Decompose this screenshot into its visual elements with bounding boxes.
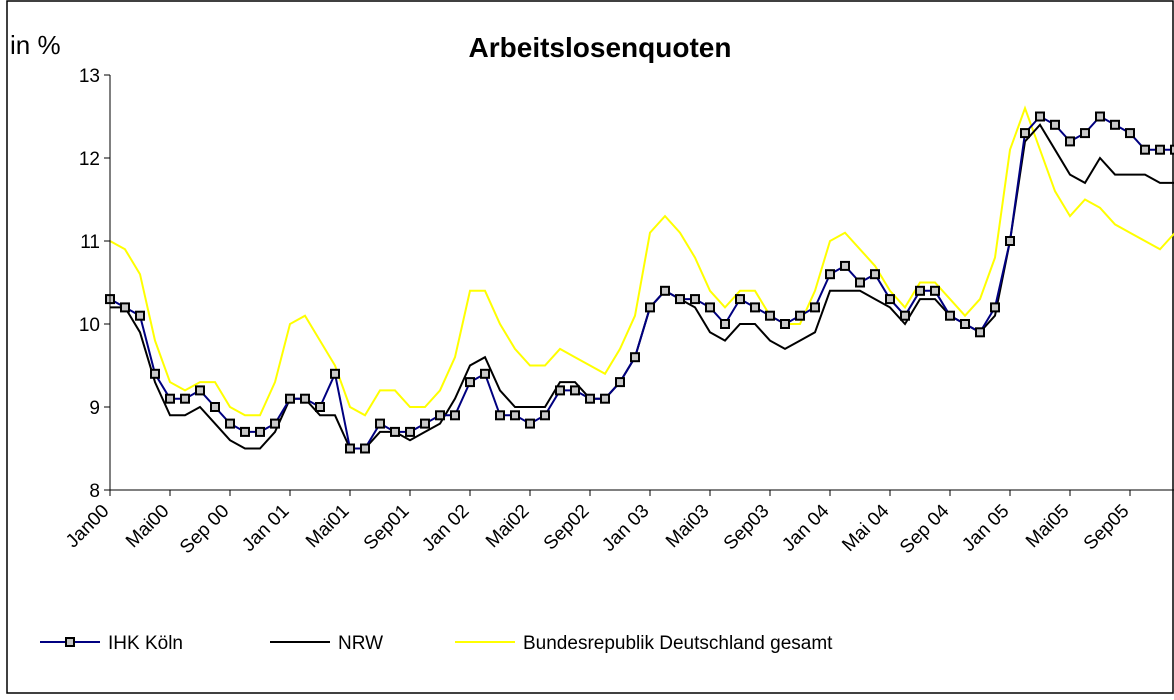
data-point (1020, 128, 1030, 139)
data-point (555, 385, 565, 396)
data-point (960, 319, 970, 329)
data-point (345, 443, 355, 454)
data-point (450, 410, 460, 421)
data-point (360, 443, 370, 454)
data-point (270, 418, 280, 429)
y-tick-label: 11 (80, 232, 100, 253)
data-point (975, 327, 985, 338)
legend-label: IHK Köln (108, 633, 183, 654)
data-point (945, 310, 955, 321)
data-point (690, 294, 700, 305)
data-point (900, 310, 910, 321)
chart-title: Arbeitslosenquoten (469, 32, 732, 63)
data-point (1110, 119, 1120, 130)
data-point (570, 385, 580, 396)
data-point (1095, 111, 1105, 122)
data-point (120, 302, 130, 313)
data-point (1035, 111, 1045, 122)
data-point (1155, 144, 1165, 155)
data-point (720, 319, 730, 329)
data-point (1170, 144, 1174, 155)
chart-frame (6, 0, 1174, 694)
data-point (810, 302, 820, 313)
data-point (180, 393, 190, 404)
data-point (1140, 144, 1150, 155)
data-point (825, 269, 835, 280)
y-tick-label: 9 (89, 398, 100, 419)
legend-label: Bundesrepublik Deutschland gesamt (523, 633, 833, 654)
data-point (600, 393, 610, 404)
series-line (109, 105, 1174, 417)
data-point (435, 410, 445, 421)
data-point (645, 302, 655, 313)
y-tick-label: 12 (79, 149, 100, 170)
y-tick-label: 13 (79, 66, 100, 87)
data-point (1080, 128, 1090, 139)
data-point (150, 368, 160, 379)
data-point (510, 410, 520, 421)
data-point (285, 393, 295, 404)
data-point (990, 302, 1000, 313)
data-point (195, 385, 205, 396)
y-tick-label: 10 (79, 315, 100, 336)
data-point (615, 377, 625, 388)
data-point (915, 285, 925, 296)
y-axis-label: in % (10, 30, 61, 60)
data-point (255, 426, 265, 437)
data-point (930, 285, 940, 296)
data-point (315, 402, 325, 412)
data-point (855, 277, 865, 288)
data-point (840, 260, 850, 271)
data-point (540, 410, 550, 421)
legend-marker (65, 637, 75, 647)
data-point (705, 302, 715, 313)
y-tick-label: 8 (89, 481, 100, 502)
data-point (1065, 136, 1075, 147)
data-point (885, 294, 895, 305)
data-point (780, 319, 790, 329)
data-point (300, 393, 310, 404)
data-point (240, 426, 250, 437)
data-point (585, 393, 595, 404)
data-point (630, 352, 640, 363)
data-point (375, 418, 385, 429)
data-point (735, 294, 745, 305)
data-point (330, 368, 340, 379)
data-point (480, 368, 490, 379)
data-point (525, 418, 535, 429)
data-point (1005, 236, 1015, 246)
data-point (165, 393, 175, 404)
legend-label: NRW (338, 633, 383, 654)
data-point (1050, 119, 1060, 130)
data-point (405, 426, 415, 437)
data-point (225, 418, 235, 429)
data-point (750, 302, 760, 313)
data-point (390, 426, 400, 437)
data-point (495, 410, 505, 421)
data-point (675, 294, 685, 305)
data-point (660, 285, 670, 296)
data-point (870, 269, 880, 280)
data-point (210, 402, 220, 412)
data-point (465, 377, 475, 388)
data-point (765, 310, 775, 321)
data-point (795, 310, 805, 321)
data-point (135, 310, 145, 321)
data-point (420, 418, 430, 429)
data-point (1125, 128, 1135, 139)
